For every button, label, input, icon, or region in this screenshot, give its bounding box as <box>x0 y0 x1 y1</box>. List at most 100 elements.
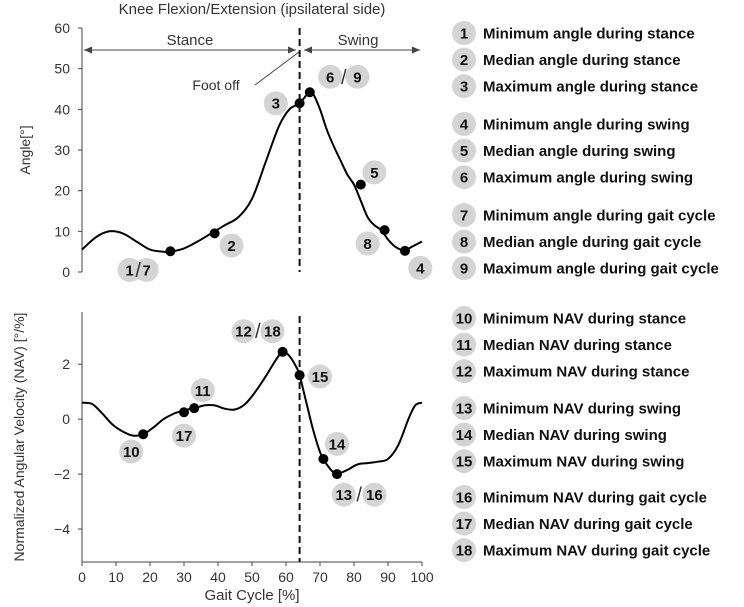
y-tick-label: 40 <box>54 101 70 117</box>
legend-text: Minimum angle during swing <box>483 117 690 134</box>
legend-badge <box>452 165 476 190</box>
foot-off-leader <box>254 51 300 86</box>
legend-text: Median angle during stance <box>483 52 681 69</box>
legend-text: Median NAV during gait cycle <box>483 516 693 533</box>
data-marker <box>318 453 329 464</box>
legend-item-3: 3 Maximum angle during stance <box>452 74 698 99</box>
legend-text: Minimum NAV during stance <box>483 311 686 328</box>
badge-separator: / <box>356 485 362 507</box>
bottom-x-ticks: 0 10 20 30 40 50 60 70 80 90 100 <box>78 562 434 585</box>
foot-off-label: Foot off <box>192 77 239 93</box>
legend-badge <box>452 422 476 447</box>
badge-6: 6 <box>318 64 343 89</box>
data-marker <box>179 407 189 418</box>
legend-text: Median angle during swing <box>483 143 676 160</box>
legend-number: 3 <box>460 79 468 96</box>
legend-number: 9 <box>460 261 468 278</box>
phase-label-swing: Swing <box>338 32 379 49</box>
legend-number: 14 <box>456 427 473 444</box>
legend-badge <box>452 112 476 136</box>
badge-4: 4 <box>408 255 433 280</box>
legend-item-14: 14 Median NAV during swing <box>452 422 667 447</box>
svg-text:6: 6 <box>326 69 334 86</box>
top-badges: 1 7 2 3 6 9 5 8 4 / / <box>117 64 433 282</box>
legend-text: Minimum angle during gait cycle <box>483 208 716 225</box>
bottom-y-ticks: 2 0 −2 −4 <box>54 356 82 537</box>
y-tick-label: 2 <box>62 356 70 372</box>
svg-text:15: 15 <box>312 369 329 386</box>
legend-item-9: 9 Maximum angle during gait cycle <box>452 256 719 281</box>
svg-text:17: 17 <box>176 428 193 445</box>
legend-number: 8 <box>460 234 468 251</box>
legend-item-15: 15 Maximum NAV during swing <box>452 449 684 474</box>
svg-text:13: 13 <box>335 487 352 504</box>
chart-title: Knee Flexion/Extension (ipsilateral side… <box>119 1 386 18</box>
badge-13: 13 <box>331 482 356 507</box>
legend-number: 17 <box>456 516 473 533</box>
legend-text: Minimum NAV during swing <box>483 401 681 418</box>
svg-text:16: 16 <box>366 487 383 504</box>
legend-item-1: 1 Minimum angle during stance <box>452 21 695 45</box>
data-marker <box>138 429 149 440</box>
badge-18: 18 <box>260 319 285 344</box>
x-tick-label: 100 <box>410 569 434 585</box>
top-y-label: Angle[°] <box>17 125 33 174</box>
legend-badge <box>452 138 476 163</box>
svg-text:2: 2 <box>227 238 235 255</box>
badge-16: 16 <box>362 482 387 507</box>
nav-curve <box>81 350 423 476</box>
legend-badge <box>452 449 476 474</box>
legend-item-17: 17 Median NAV during gait cycle <box>452 511 693 536</box>
legend-badge <box>452 47 476 72</box>
legend-text: Median angle during gait cycle <box>483 234 701 251</box>
legend-item-2: 2 Median angle during stance <box>452 47 681 72</box>
data-marker <box>332 469 342 480</box>
data-marker <box>189 403 200 414</box>
legend-item-16: 16 Minimum NAV during gait cycle <box>452 485 707 509</box>
legend-number: 10 <box>456 311 473 328</box>
legend-badge <box>452 332 476 357</box>
bottom-markers <box>138 346 342 480</box>
y-tick-label: 60 <box>54 20 70 36</box>
svg-text:5: 5 <box>370 165 378 182</box>
svg-text:7: 7 <box>142 262 150 279</box>
svg-text:1: 1 <box>125 262 133 279</box>
legend-text: Maximum angle during gait cycle <box>483 261 719 278</box>
x-tick-label: 40 <box>210 569 226 585</box>
badge-10: 10 <box>119 439 144 464</box>
y-tick-label: 10 <box>54 223 70 239</box>
phase-arrows <box>84 46 420 54</box>
legend-item-11: 11 Median NAV during stance <box>452 332 672 357</box>
legend-number: 12 <box>456 364 473 381</box>
x-tick-label: 50 <box>244 569 260 585</box>
legend-number: 13 <box>456 401 473 418</box>
legend-item-12: 12 Maximum NAV during stance <box>452 359 689 384</box>
x-tick-label: 70 <box>312 569 328 585</box>
legend-number: 11 <box>456 337 472 354</box>
badge-5: 5 <box>362 160 387 185</box>
y-tick-label: 0 <box>62 264 70 280</box>
legend-item-13: 13 Minimum NAV during swing <box>452 396 681 420</box>
legend-item-6: 6 Maximum angle during swing <box>452 165 693 190</box>
data-marker <box>355 179 366 190</box>
x-tick-label: 20 <box>142 569 158 585</box>
x-axis-label: Gait Cycle [%] <box>204 587 299 604</box>
y-tick-label: −4 <box>54 521 70 537</box>
legend-text: Maximum NAV during swing <box>483 454 684 471</box>
y-tick-label: −2 <box>54 466 70 482</box>
phase-label-stance: Stance <box>167 32 214 49</box>
data-marker <box>277 346 288 357</box>
data-marker <box>165 246 176 257</box>
legend-number: 2 <box>460 52 468 69</box>
legend-text: Median NAV during swing <box>483 427 667 444</box>
top-y-ticks: 0 10 20 30 40 50 60 <box>54 20 82 280</box>
data-marker <box>379 225 390 236</box>
x-tick-label: 10 <box>108 569 124 585</box>
svg-text:12: 12 <box>235 324 252 341</box>
x-tick-label: 30 <box>176 569 192 585</box>
badge-2: 2 <box>219 233 244 258</box>
svg-text:3: 3 <box>272 96 280 113</box>
legend-badge <box>452 21 476 45</box>
data-marker <box>400 245 410 256</box>
